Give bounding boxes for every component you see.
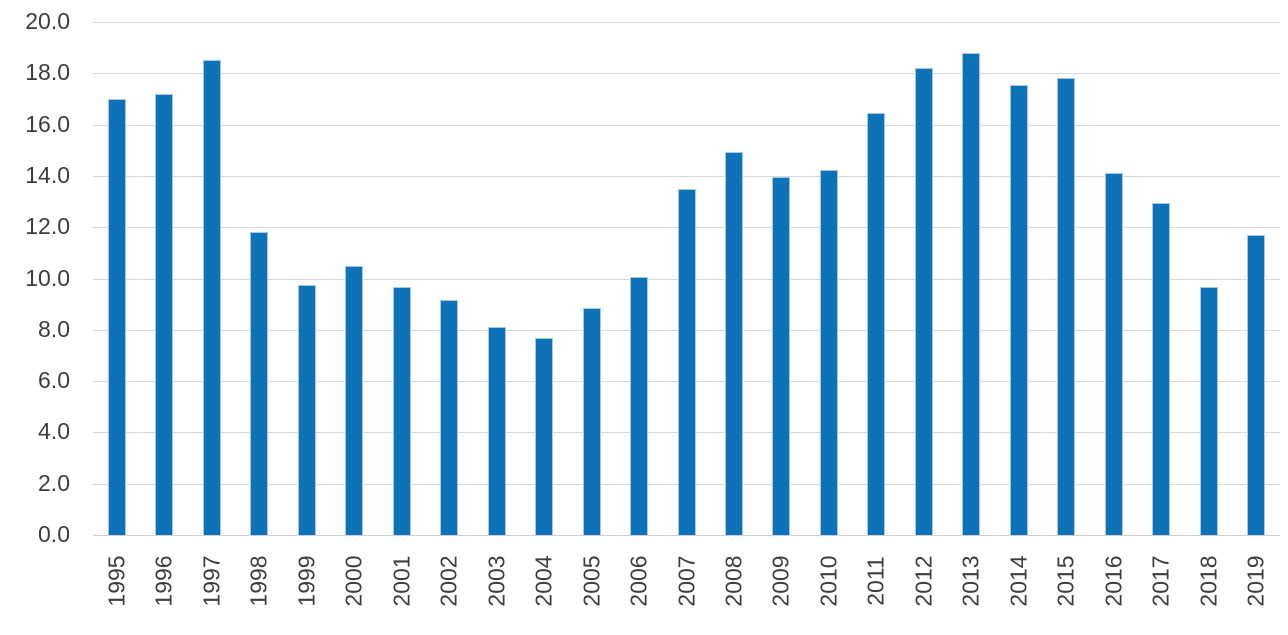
y-axis-tick-label: 18.0 — [25, 59, 70, 86]
x-axis-tick-label: 1997 — [198, 555, 225, 607]
bar — [392, 287, 411, 535]
bar — [582, 308, 601, 535]
bar — [677, 188, 696, 535]
bar — [1247, 234, 1266, 535]
bar — [345, 265, 364, 535]
x-axis-tick-label: 2018 — [1195, 555, 1222, 607]
x-axis-tick-label: 2017 — [1147, 555, 1174, 607]
gridline — [93, 175, 1280, 177]
bar — [867, 113, 886, 535]
y-axis-tick-label: 14.0 — [25, 161, 70, 188]
y-axis-tick-label: 4.0 — [38, 418, 70, 445]
y-axis-tick-label: 16.0 — [25, 110, 70, 137]
bar — [1009, 84, 1028, 535]
bar — [962, 52, 981, 535]
y-axis-tick-label: 12.0 — [25, 213, 70, 240]
y-axis: 0.0 2.0 4.0 6.0 8.0 10.0 12.0 14.0 16.0 18.0 20.0 — [0, 10, 70, 546]
x-axis-tick-label: 2019 — [1242, 555, 1269, 607]
bar — [1104, 173, 1123, 535]
x-axis-tick-label: 2013 — [957, 555, 984, 607]
gridline — [93, 535, 1280, 536]
y-axis-tick-label: 0.0 — [38, 521, 70, 548]
bar — [155, 93, 174, 535]
bar — [1152, 202, 1171, 535]
gridline — [93, 124, 1280, 126]
x-axis-tick-label: 2015 — [1052, 555, 1079, 607]
plot-area — [93, 22, 1280, 536]
bar — [535, 337, 554, 535]
x-axis-tick-label: 2003 — [483, 555, 510, 607]
y-axis-tick-label: 10.0 — [25, 264, 70, 291]
bar — [202, 60, 221, 535]
x-axis-tick-label: 2016 — [1100, 555, 1127, 607]
bar — [630, 277, 649, 535]
x-axis: 1995 1996 1997 1998 1999 2000 2001 2002 2003 2004… — [0, 535, 1288, 635]
x-axis-tick-label: 2000 — [340, 555, 367, 607]
x-axis-tick-label: 1996 — [150, 555, 177, 607]
x-axis-tick-label: 2011 — [862, 556, 889, 606]
x-axis-tick-label: 2007 — [673, 555, 699, 607]
x-axis-tick-label: 2005 — [578, 555, 605, 607]
x-axis-tick-label: 2008 — [720, 555, 747, 607]
x-axis-tick-label: 2009 — [767, 555, 794, 607]
x-axis-tick-label: 2001 — [388, 555, 415, 607]
bar — [107, 98, 126, 535]
y-axis-tick-label: 2.0 — [38, 469, 70, 496]
x-axis-tick-label: 2010 — [815, 555, 842, 607]
x-axis-tick-label: 1995 — [103, 555, 130, 607]
bar — [1057, 78, 1076, 535]
x-axis-tick-label: 2006 — [625, 555, 652, 607]
x-axis-tick-label: 2012 — [910, 555, 937, 607]
bar — [914, 68, 933, 535]
bar — [819, 169, 838, 535]
bar — [487, 327, 506, 535]
bar — [440, 300, 459, 535]
gridline — [93, 73, 1280, 75]
bar — [1199, 287, 1218, 535]
bar — [724, 151, 743, 535]
x-axis-tick-label: 2004 — [530, 555, 557, 607]
bar — [772, 177, 791, 535]
y-axis-tick-label: 8.0 — [38, 315, 70, 342]
x-axis-tick-label: 1998 — [245, 555, 272, 607]
gridline — [93, 22, 1280, 23]
x-axis-tick-label: 2002 — [435, 555, 462, 607]
bar — [250, 232, 269, 535]
x-axis-tick-label: 2014 — [1005, 555, 1032, 607]
y-axis-tick-label: 6.0 — [38, 367, 70, 394]
x-axis-tick-label: 1999 — [293, 555, 320, 607]
y-axis-tick-label: 20.0 — [25, 8, 70, 35]
bar — [297, 284, 316, 535]
